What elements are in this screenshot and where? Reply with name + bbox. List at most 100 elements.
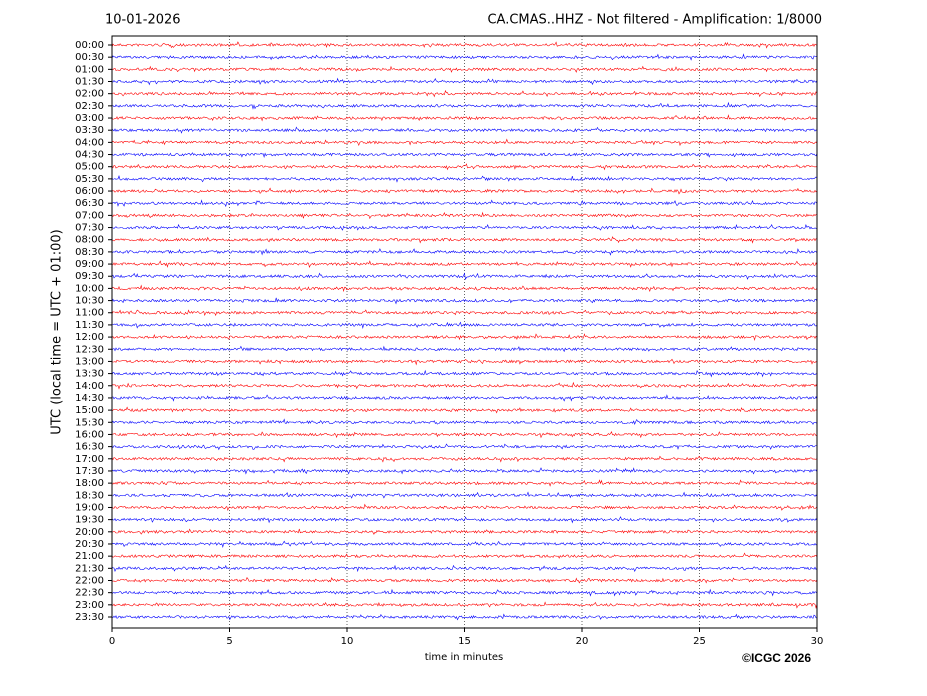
y-tick-label: 05:00 [75,162,104,173]
x-axis-label: time in minutes [425,652,504,663]
trace [111,272,818,281]
y-tick-label: 18:30 [75,490,104,501]
y-tick-label: 11:00 [75,308,104,319]
trace [111,443,817,451]
y-tick-label: 01:30 [75,77,104,88]
trace [111,236,818,244]
y-tick-label: 09:00 [75,259,104,270]
trace [111,187,818,195]
copyright: ©ICGC 2026 [742,651,811,665]
trace [111,248,818,256]
y-tick-label: 07:00 [75,210,104,221]
trace [111,175,818,183]
y-tick-label: 07:30 [75,223,104,234]
trace [111,53,818,61]
trace [111,540,818,548]
trace [111,491,818,499]
y-tick-label: 23:00 [75,600,104,611]
trace [111,381,818,390]
x-tick-label: 30 [811,636,824,647]
y-tick-label: 08:30 [75,247,104,258]
trace [111,152,818,158]
trace [111,406,818,414]
y-tick-label: 03:30 [75,125,104,136]
trace [111,455,818,463]
trace [111,577,818,584]
y-tick-label: 16:30 [75,442,104,453]
trace [111,77,818,86]
trace [111,163,818,171]
y-axis-label: UTC (local time = UTC + 01:00) [50,229,65,434]
trace [111,516,818,524]
trace [111,199,818,208]
y-tick-label: 15:30 [75,417,104,428]
trace [111,321,818,329]
y-tick-label: 10:30 [75,296,104,307]
y-tick-label: 19:00 [75,502,104,513]
trace [111,394,818,402]
y-tick-label: 13:30 [75,369,104,380]
y-tick-label: 23:30 [75,612,104,623]
y-tick-label: 03:00 [75,113,104,124]
trace [111,126,818,134]
trace [111,552,818,559]
trace [111,418,818,425]
trace [111,601,818,609]
y-tick-label: 06:00 [75,186,104,197]
y-tick-label: 13:00 [75,356,104,367]
x-tick-label: 10 [341,636,354,647]
y-tick-label: 21:00 [75,551,104,562]
y-tick-label: 04:00 [75,137,104,148]
y-tick-label: 20:30 [75,539,104,550]
trace [111,114,818,122]
x-tick-label: 15 [458,636,471,647]
y-tick-label: 14:00 [75,381,104,392]
date: 10-01-2026 [105,13,181,28]
y-tick-label: 14:30 [75,393,104,404]
y-tick-label: 08:00 [75,235,104,246]
trace [111,358,818,366]
trace [111,369,818,378]
x-tick-label: 0 [109,636,115,647]
y-tick-label: 22:30 [75,588,104,599]
chart-title: CA.CMAS..HHZ - Not filtered - Amplificat… [487,13,822,28]
trace [111,345,818,353]
y-tick-label: 05:30 [75,174,104,185]
y-tick-label: 16:00 [75,429,104,440]
trace [111,588,818,597]
y-tick-label: 02:30 [75,101,104,112]
y-tick-label: 20:00 [75,527,104,538]
y-tick-label: 10:00 [75,283,104,294]
trace [111,65,818,73]
y-tick-label: 02:00 [75,89,104,100]
trace [111,564,818,573]
y-tick-label: 22:00 [75,575,104,586]
y-tick-label: 17:00 [75,454,104,465]
plot-frame [111,35,818,629]
y-tick-label: 21:30 [75,563,104,574]
trace [111,297,818,305]
y-tick-label: 12:00 [75,332,104,343]
trace [111,138,818,147]
y-tick-label: 18:00 [75,478,104,489]
y-tick-label: 06:30 [75,198,104,209]
y-tick-label: 12:30 [75,344,104,355]
y-tick-label: 15:00 [75,405,104,416]
trace [111,479,818,487]
trace [111,528,818,535]
y-tick-label: 11:30 [75,320,104,331]
x-tick-label: 25 [693,636,706,647]
trace [111,260,818,268]
trace [111,333,818,342]
x-tick-label: 5 [226,636,232,647]
trace [111,284,818,293]
trace [112,101,818,110]
trace [111,309,818,317]
trace [111,503,818,511]
trace [111,431,818,439]
trace [111,41,818,49]
y-tick-label: 00:30 [75,52,104,63]
trace [111,211,818,220]
y-tick-label: 04:30 [75,150,104,161]
